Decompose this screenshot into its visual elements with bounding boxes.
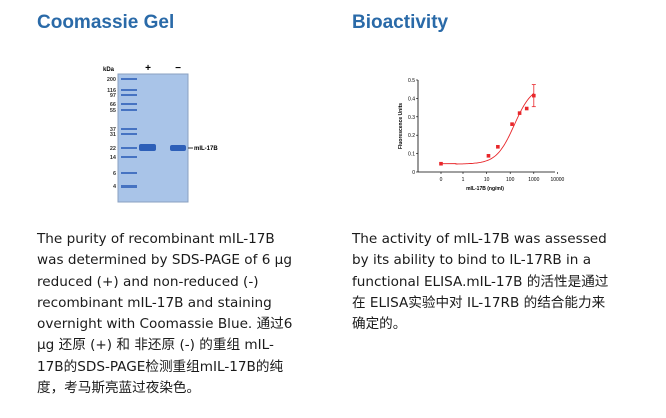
- ladder-label: 31: [110, 132, 116, 138]
- y-tick-label: 0.4: [408, 96, 415, 102]
- ladder-label: 116: [107, 88, 116, 94]
- y-tick-label: 0.2: [408, 133, 415, 139]
- data-point: [486, 154, 491, 158]
- data-point: [439, 161, 443, 166]
- ladder-label: 200: [107, 77, 116, 83]
- paragraph-line: 度，考马斯亮蓝过夜染色。: [37, 380, 201, 397]
- ladder-band: [121, 109, 137, 111]
- ladder-band: [121, 147, 137, 149]
- gel-background: [117, 73, 189, 203]
- data-point: [524, 106, 529, 111]
- y-tick-label: 0.5: [408, 78, 415, 84]
- coomassie-gel-title: Coomassie Gel: [37, 12, 175, 33]
- x-tick-label: 100: [506, 177, 515, 183]
- paragraph-line: 17B的SDS-PAGE检测重组mIL-17B的纯: [37, 358, 284, 375]
- x-tick-label: 10: [484, 177, 490, 183]
- paragraph-line: was determined by SDS-PAGE of 6 µg: [37, 252, 292, 269]
- ladder-label: 4: [113, 184, 117, 190]
- ladder-band: [121, 94, 137, 96]
- ladder-label: 37: [110, 127, 116, 133]
- ladder-label: 22: [110, 146, 116, 152]
- x-tick-label: 0: [440, 177, 443, 183]
- paragraph-line: functional ELISA.mIL-17B 的活性是通过: [352, 273, 609, 290]
- kda-label: kDa: [103, 67, 115, 73]
- ladder-label: 66: [110, 102, 116, 108]
- paragraph-line: The purity of recombinant mIL-17B: [37, 231, 275, 247]
- ladder-band: [121, 103, 137, 105]
- y-tick-label: 0: [412, 170, 415, 176]
- bioactivity-title: Bioactivity: [352, 12, 449, 33]
- lane-label: −: [175, 63, 181, 74]
- gel-description: The purity of recombinant mIL-17B was det…: [37, 229, 292, 399]
- paragraph-line: overnight with Coomassie Blue. 通过6: [37, 316, 293, 333]
- paragraph-line: 在 ELISA实验中对 IL-17RB 的结合能力来: [352, 294, 606, 311]
- paragraph-line: 确定的。: [352, 316, 407, 333]
- data-point: [496, 144, 500, 149]
- paragraph-line: reduced (+) and non-reduced (-): [37, 273, 259, 290]
- nonreduced-band: [170, 145, 186, 151]
- ladder-band: [121, 156, 137, 158]
- ladder-band: [121, 89, 137, 91]
- ladder-band: [121, 172, 137, 174]
- paragraph-line: µg 还原 (+) 和 非还原 (-) 的重组 mIL-: [37, 337, 274, 354]
- y-axis-label: Fluorescence Units: [398, 103, 404, 149]
- ladder-band: [121, 128, 137, 130]
- y-tick-label: 0.3: [408, 115, 415, 121]
- bioactivity-chart: 0 0.1 0.2 0.3 0.4 0.5 0 1 10 100 1000 10000 mIL-17B …: [398, 78, 565, 192]
- x-tick-label: 10000: [550, 177, 564, 183]
- y-tick-label: 0.1: [408, 152, 415, 158]
- x-tick-label: 1: [462, 177, 465, 183]
- bioactivity-description: The activity of mIL-17B was assessed by i…: [352, 229, 608, 335]
- ladder-band: [121, 185, 137, 188]
- paragraph-line: by its ability to bind to IL-17RB in a: [352, 252, 592, 269]
- data-point: [517, 111, 522, 115]
- paragraph-line: recombinant mIL-17B and staining: [37, 294, 272, 311]
- ladder-label: 14: [110, 155, 117, 161]
- lane-label: +: [145, 63, 151, 74]
- band-label: mIL-17B: [194, 146, 218, 152]
- ladder-band: [121, 78, 137, 80]
- paragraph-line: The activity of mIL-17B was assessed: [352, 231, 607, 247]
- ladder-label: 55: [110, 108, 116, 114]
- ladder-band: [121, 133, 137, 135]
- ladder-label: 6: [113, 171, 116, 177]
- fit-curve: [440, 93, 535, 165]
- data-point: [532, 93, 536, 98]
- data-point: [510, 122, 514, 126]
- x-tick-label: 1000: [528, 177, 539, 183]
- reduced-band: [139, 144, 156, 151]
- ladder-label: 97: [110, 93, 116, 99]
- x-axis-label: mIL-17B (ng/ml): [466, 186, 504, 192]
